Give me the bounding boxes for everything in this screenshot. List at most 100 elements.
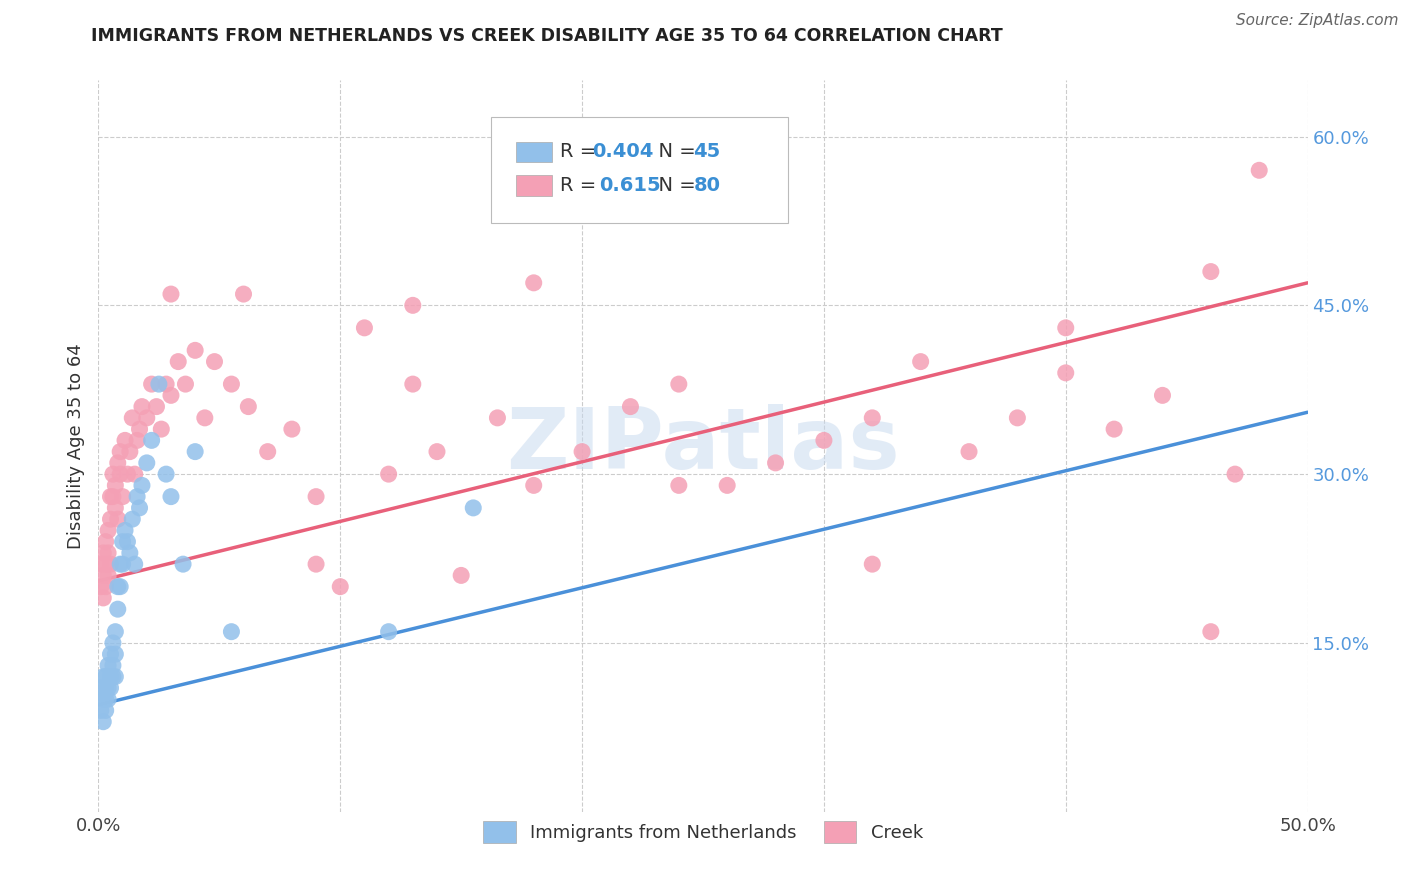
Point xyxy=(238,400,260,414)
Text: 45: 45 xyxy=(693,143,721,161)
Point xyxy=(668,377,690,392)
Point xyxy=(160,388,183,402)
Point xyxy=(174,377,197,392)
Point xyxy=(90,580,112,594)
Point xyxy=(1007,410,1029,425)
Point xyxy=(100,557,122,571)
Point xyxy=(135,456,157,470)
Point xyxy=(111,534,134,549)
Point xyxy=(1249,163,1271,178)
Point xyxy=(150,422,173,436)
Point xyxy=(97,692,120,706)
Point xyxy=(221,624,243,639)
Point xyxy=(104,670,127,684)
Point xyxy=(204,354,226,368)
Point xyxy=(121,512,143,526)
Point xyxy=(94,670,117,684)
Point xyxy=(145,400,167,414)
Point xyxy=(160,490,183,504)
Text: Source: ZipAtlas.com: Source: ZipAtlas.com xyxy=(1236,13,1399,29)
Point xyxy=(108,557,131,571)
Point xyxy=(100,512,122,526)
Point xyxy=(571,444,593,458)
Point xyxy=(377,467,399,482)
Point xyxy=(117,534,139,549)
Text: R =: R = xyxy=(561,143,603,161)
Point xyxy=(232,287,254,301)
Point xyxy=(114,434,136,448)
Point xyxy=(128,500,150,515)
Point xyxy=(377,624,399,639)
Point xyxy=(860,557,883,571)
Y-axis label: Disability Age 35 to 64: Disability Age 35 to 64 xyxy=(66,343,84,549)
Point xyxy=(160,287,183,301)
Point xyxy=(1152,388,1174,402)
Point xyxy=(94,534,117,549)
Point xyxy=(108,580,131,594)
Point xyxy=(128,422,150,436)
Point xyxy=(121,410,143,425)
Text: IMMIGRANTS FROM NETHERLANDS VS CREEK DISABILITY AGE 35 TO 64 CORRELATION CHART: IMMIGRANTS FROM NETHERLANDS VS CREEK DIS… xyxy=(91,27,1002,45)
Point xyxy=(101,467,124,482)
Point xyxy=(104,624,127,639)
Point xyxy=(107,456,129,470)
Point xyxy=(90,681,112,695)
Point xyxy=(127,490,149,504)
Point xyxy=(118,546,141,560)
Point xyxy=(100,647,122,661)
FancyBboxPatch shape xyxy=(516,176,551,196)
Point xyxy=(281,422,304,436)
Point xyxy=(101,490,124,504)
Point xyxy=(957,444,980,458)
Point xyxy=(90,557,112,571)
Point xyxy=(91,591,114,605)
FancyBboxPatch shape xyxy=(516,142,551,162)
FancyBboxPatch shape xyxy=(492,117,787,223)
Point xyxy=(463,500,485,515)
Point xyxy=(118,444,141,458)
Point xyxy=(100,670,122,684)
Text: N =: N = xyxy=(647,176,702,195)
Point xyxy=(114,524,136,538)
Point xyxy=(91,546,114,560)
Point xyxy=(450,568,472,582)
Point xyxy=(155,467,177,482)
Point xyxy=(97,568,120,582)
Point xyxy=(101,658,124,673)
Point xyxy=(1054,366,1077,380)
Point xyxy=(131,400,153,414)
Point xyxy=(141,434,163,448)
Point xyxy=(100,681,122,695)
Point xyxy=(523,478,546,492)
Point xyxy=(94,580,117,594)
Text: 80: 80 xyxy=(693,176,720,195)
Point xyxy=(124,467,146,482)
Point xyxy=(813,434,835,448)
Point xyxy=(91,568,114,582)
Point xyxy=(131,478,153,492)
Point xyxy=(97,546,120,560)
Point xyxy=(90,703,112,717)
Point xyxy=(1054,321,1077,335)
Text: 0.404: 0.404 xyxy=(592,143,654,161)
Text: R =: R = xyxy=(561,176,609,195)
Point xyxy=(111,557,134,571)
Point xyxy=(256,444,278,458)
Point xyxy=(353,321,375,335)
Point xyxy=(104,647,127,661)
Point xyxy=(100,490,122,504)
Point xyxy=(668,478,690,492)
Point xyxy=(101,636,124,650)
Point xyxy=(910,354,932,368)
Point xyxy=(860,410,883,425)
Point xyxy=(117,467,139,482)
Point xyxy=(184,444,207,458)
Point xyxy=(194,410,217,425)
Point xyxy=(221,377,243,392)
Text: N =: N = xyxy=(647,143,702,161)
Point xyxy=(523,276,546,290)
Point xyxy=(91,692,114,706)
Point xyxy=(155,377,177,392)
Point xyxy=(97,524,120,538)
Point xyxy=(94,557,117,571)
